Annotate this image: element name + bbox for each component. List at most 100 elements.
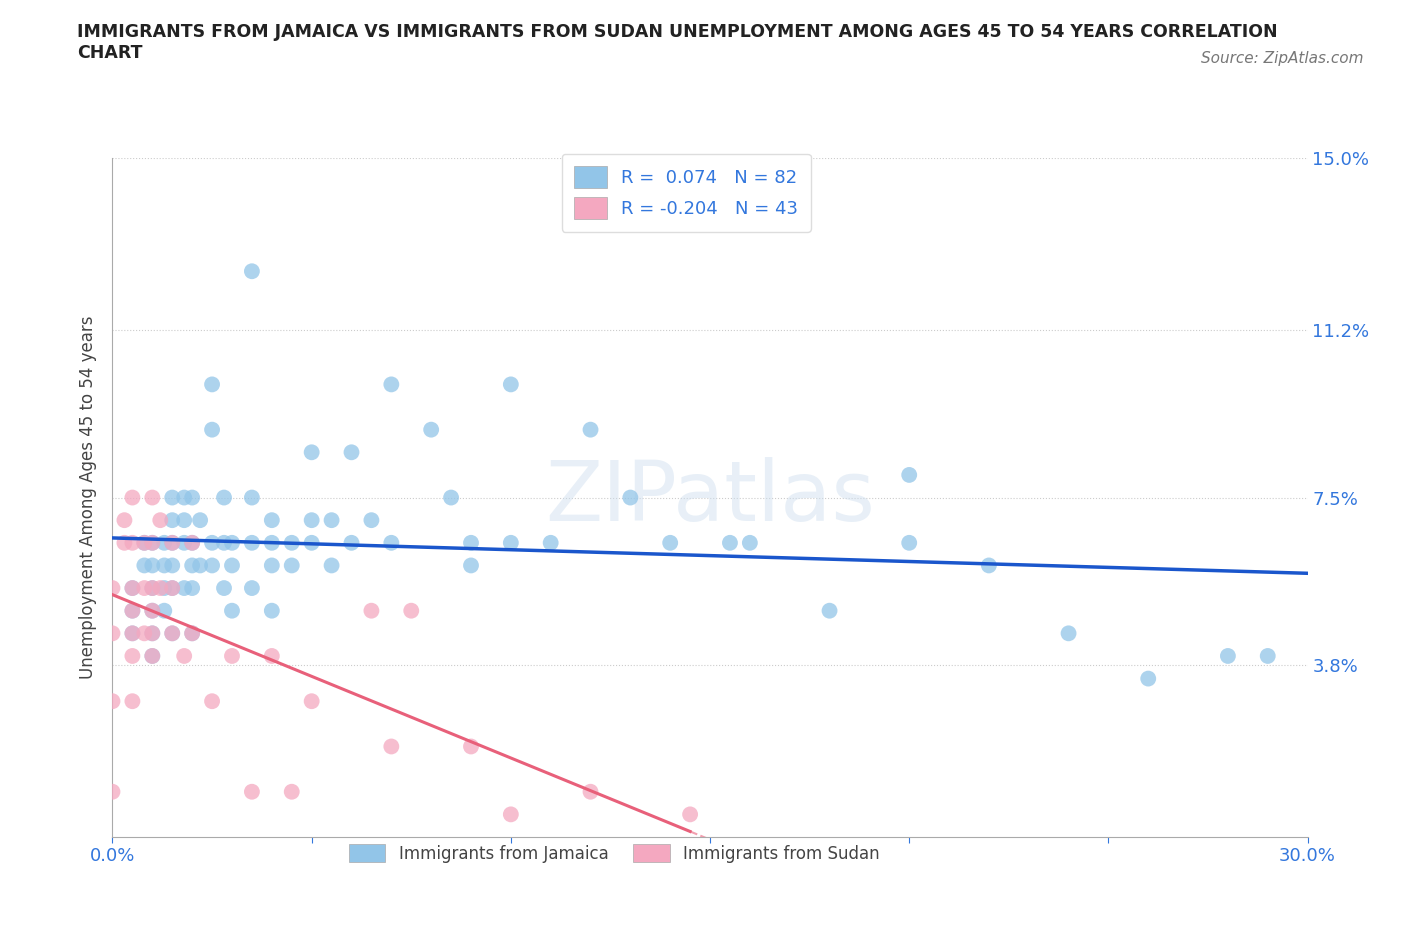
Point [540, 536, 562, 551]
Point [181, 558, 204, 573]
Point [401, 604, 423, 618]
Point [121, 580, 143, 595]
Point [153, 536, 176, 551]
Point [181, 626, 204, 641]
Point [240, 580, 263, 595]
Point [141, 536, 163, 551]
Point [240, 784, 263, 799]
Point [141, 604, 163, 618]
Point [173, 536, 195, 551]
Point [460, 739, 482, 754]
Point [679, 807, 702, 822]
Point [619, 490, 641, 505]
Point [141, 536, 163, 551]
Point [134, 626, 156, 641]
Point [499, 536, 522, 551]
Point [121, 694, 143, 709]
Y-axis label: Unemployment Among Ages 45 to 54 years: Unemployment Among Ages 45 to 54 years [79, 316, 97, 679]
Point [460, 536, 482, 551]
Point [121, 490, 143, 505]
Point [181, 580, 204, 595]
Point [181, 536, 204, 551]
Point [134, 536, 156, 551]
Point [579, 784, 602, 799]
Point [162, 536, 183, 551]
Point [121, 648, 143, 663]
Point [121, 626, 143, 641]
Point [260, 648, 283, 663]
Point [898, 536, 921, 551]
Point [162, 558, 183, 573]
Point [121, 604, 143, 618]
Point [659, 536, 682, 551]
Point [149, 512, 172, 527]
Point [212, 490, 235, 505]
Point [301, 445, 323, 459]
Point [240, 536, 263, 551]
Point [173, 512, 195, 527]
Point [162, 580, 183, 595]
Point [301, 694, 323, 709]
Point [121, 536, 143, 551]
Point [162, 580, 183, 595]
Point [101, 626, 124, 641]
Point [221, 558, 243, 573]
Point [499, 807, 522, 822]
Point [499, 377, 522, 392]
Point [162, 626, 183, 641]
Point [141, 558, 163, 573]
Point [240, 264, 263, 279]
Point [1137, 671, 1160, 686]
Point [188, 558, 211, 573]
Point [162, 536, 183, 551]
Point [340, 445, 363, 459]
Point [380, 739, 402, 754]
Point [281, 784, 304, 799]
Point [181, 626, 204, 641]
Point [153, 604, 176, 618]
Point [162, 512, 183, 527]
Point [221, 536, 243, 551]
Point [579, 422, 602, 437]
Point [101, 580, 124, 595]
Point [141, 648, 163, 663]
Point [141, 580, 163, 595]
Point [162, 626, 183, 641]
Point [134, 580, 156, 595]
Point [260, 512, 283, 527]
Point [201, 536, 224, 551]
Point [301, 536, 323, 551]
Point [738, 536, 761, 551]
Point [260, 558, 283, 573]
Point [201, 558, 224, 573]
Point [201, 422, 224, 437]
Point [221, 648, 243, 663]
Text: Source: ZipAtlas.com: Source: ZipAtlas.com [1201, 51, 1364, 66]
Point [121, 604, 143, 618]
Point [188, 512, 211, 527]
Point [141, 648, 163, 663]
Point [260, 604, 283, 618]
Point [1257, 648, 1279, 663]
Point [718, 536, 741, 551]
Point [153, 558, 176, 573]
Point [440, 490, 463, 505]
Point [281, 558, 304, 573]
Point [173, 580, 195, 595]
Point [181, 536, 204, 551]
Point [101, 784, 124, 799]
Point [141, 626, 163, 641]
Point [162, 490, 183, 505]
Point [134, 558, 156, 573]
Point [121, 580, 143, 595]
Point [1216, 648, 1239, 663]
Point [153, 580, 176, 595]
Point [101, 694, 124, 709]
Point [173, 648, 195, 663]
Point [201, 377, 224, 392]
Legend: Immigrants from Jamaica, Immigrants from Sudan: Immigrants from Jamaica, Immigrants from… [342, 837, 887, 870]
Point [321, 512, 343, 527]
Point [141, 490, 163, 505]
Point [380, 377, 402, 392]
Point [141, 626, 163, 641]
